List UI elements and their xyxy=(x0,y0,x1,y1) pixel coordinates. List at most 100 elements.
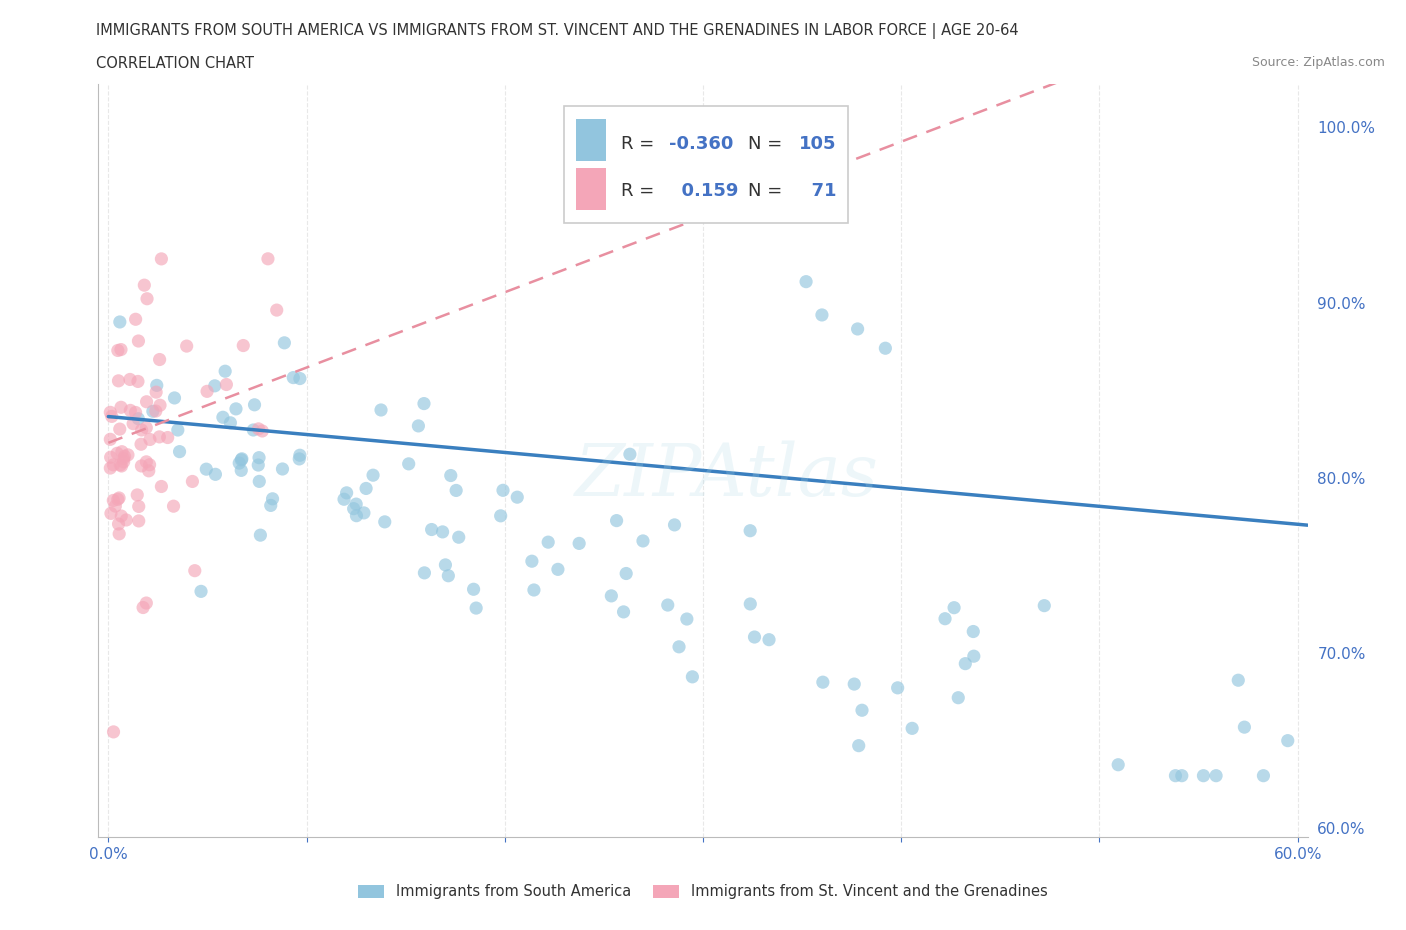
Point xyxy=(110,458,132,473)
Point xyxy=(600,589,623,604)
Point xyxy=(262,491,284,506)
Point xyxy=(249,527,271,542)
Point xyxy=(247,421,270,436)
Point xyxy=(225,402,247,417)
Point xyxy=(1227,672,1250,687)
Point xyxy=(740,596,762,611)
Point xyxy=(181,474,204,489)
Text: Source: ZipAtlas.com: Source: ZipAtlas.com xyxy=(1251,56,1385,69)
Point xyxy=(228,456,250,471)
Point xyxy=(744,630,766,644)
Point xyxy=(142,404,165,418)
Text: IMMIGRANTS FROM SOUTH AMERICA VS IMMIGRANTS FROM ST. VINCENT AND THE GRENADINES : IMMIGRANTS FROM SOUTH AMERICA VS IMMIGRA… xyxy=(96,23,1018,39)
Point xyxy=(136,291,159,306)
Point xyxy=(128,499,150,514)
Bar xyxy=(576,119,606,161)
Point xyxy=(127,411,149,426)
Point xyxy=(844,677,866,692)
Point xyxy=(149,352,172,367)
Point xyxy=(134,278,156,293)
Point xyxy=(195,384,218,399)
Point xyxy=(413,396,436,411)
Point xyxy=(886,681,908,696)
Point xyxy=(145,385,167,400)
Point xyxy=(523,582,546,597)
Point xyxy=(107,516,129,531)
Point xyxy=(657,598,679,613)
Point xyxy=(215,377,238,392)
Point xyxy=(547,562,569,577)
Point xyxy=(104,498,127,513)
Point xyxy=(631,534,654,549)
Point xyxy=(758,632,780,647)
Point xyxy=(98,460,121,475)
Point xyxy=(489,509,512,524)
Point xyxy=(129,437,152,452)
Point xyxy=(614,566,637,581)
Point xyxy=(465,601,488,616)
Point xyxy=(132,600,155,615)
Point xyxy=(148,430,170,445)
Text: CORRELATION CHART: CORRELATION CHART xyxy=(96,56,253,71)
Point xyxy=(875,340,897,355)
Point xyxy=(740,524,762,538)
Point xyxy=(346,508,368,523)
Point xyxy=(204,467,226,482)
Point xyxy=(432,525,454,539)
Point xyxy=(1233,720,1256,735)
Point xyxy=(851,703,873,718)
Point xyxy=(108,490,131,505)
Point xyxy=(463,582,485,597)
Point xyxy=(122,417,145,432)
Point xyxy=(120,403,142,418)
Point xyxy=(413,565,436,580)
Point xyxy=(1171,768,1194,783)
Point xyxy=(124,312,146,326)
Point xyxy=(619,446,641,461)
Point xyxy=(344,497,367,512)
Point xyxy=(520,553,543,568)
Point xyxy=(283,370,305,385)
Point xyxy=(139,432,162,447)
Point xyxy=(105,445,128,460)
Point xyxy=(103,724,125,739)
Point xyxy=(138,463,160,478)
Point xyxy=(1107,757,1129,772)
Point xyxy=(195,461,218,476)
Point xyxy=(1205,768,1227,783)
Text: R =: R = xyxy=(621,135,659,153)
Point xyxy=(127,374,149,389)
Point xyxy=(176,339,198,353)
Point xyxy=(214,364,236,379)
Point xyxy=(131,458,153,473)
Legend: Immigrants from South America, Immigrants from St. Vincent and the Grenadines: Immigrants from South America, Immigrant… xyxy=(353,878,1053,905)
Point xyxy=(131,422,153,437)
Point xyxy=(370,403,392,418)
Point xyxy=(948,690,970,705)
Point xyxy=(1253,768,1275,783)
Point xyxy=(108,421,131,436)
Point xyxy=(606,513,628,528)
Text: N =: N = xyxy=(748,182,787,201)
Point xyxy=(98,432,121,446)
Point xyxy=(612,604,634,619)
Point xyxy=(150,479,173,494)
Text: ZIPAtlas: ZIPAtlas xyxy=(575,440,879,511)
Point xyxy=(962,624,984,639)
Point xyxy=(811,308,834,323)
Point xyxy=(354,481,377,496)
Point xyxy=(112,451,135,466)
Point xyxy=(1033,598,1056,613)
Point xyxy=(848,738,870,753)
Point xyxy=(333,492,356,507)
Point xyxy=(288,448,311,463)
Point xyxy=(266,302,288,317)
Point xyxy=(676,612,699,627)
Point xyxy=(231,463,253,478)
Point xyxy=(537,535,560,550)
Point xyxy=(901,721,924,736)
Point xyxy=(108,314,131,329)
Point xyxy=(568,536,591,551)
Point xyxy=(100,506,122,521)
Point xyxy=(243,397,266,412)
